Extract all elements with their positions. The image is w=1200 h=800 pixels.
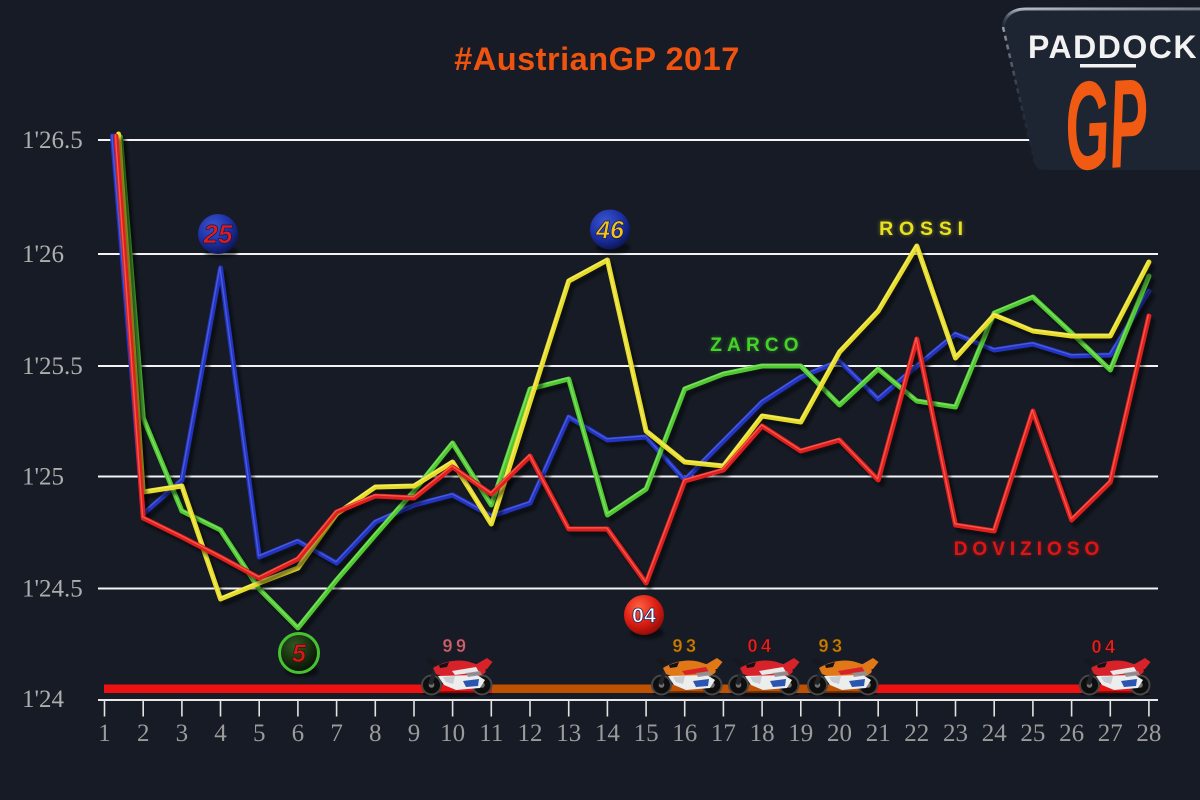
svg-text:2: 2 <box>137 720 150 747</box>
svg-text:21: 21 <box>866 720 891 747</box>
svg-text:7: 7 <box>330 720 343 747</box>
svg-text:26: 26 <box>1059 720 1084 747</box>
svg-text:17: 17 <box>711 720 736 747</box>
svg-text:PADDOCK: PADDOCK <box>1028 29 1198 65</box>
svg-text:24: 24 <box>982 720 1008 747</box>
svg-text:5: 5 <box>253 720 266 747</box>
svg-text:22: 22 <box>904 720 929 747</box>
svg-text:ROSSI: ROSSI <box>879 218 969 240</box>
svg-text:DOVIZIOSO: DOVIZIOSO <box>954 539 1105 560</box>
svg-text:1'25.5: 1'25.5 <box>22 353 83 380</box>
svg-text:11: 11 <box>479 720 503 747</box>
svg-text:ZARCO: ZARCO <box>710 335 804 356</box>
svg-text:1'26.5: 1'26.5 <box>22 127 83 154</box>
svg-text:18: 18 <box>750 720 775 747</box>
svg-text:ZARCO: ZARCO <box>710 335 804 356</box>
svg-text:4: 4 <box>214 720 227 747</box>
svg-text:20: 20 <box>827 720 852 747</box>
svg-text:28: 28 <box>1136 720 1161 747</box>
svg-text:46: 46 <box>595 217 625 245</box>
svg-text:10: 10 <box>440 720 465 747</box>
svg-text:04: 04 <box>632 604 656 628</box>
svg-text:ROSSI: ROSSI <box>879 218 969 240</box>
svg-text:8: 8 <box>369 720 382 747</box>
svg-text:19: 19 <box>788 720 813 747</box>
svg-text:#AustrianGP 2017: #AustrianGP 2017 <box>454 41 740 77</box>
svg-text:GP: GP <box>1061 52 1151 197</box>
svg-text:25: 25 <box>1020 720 1045 747</box>
svg-text:99: 99 <box>442 636 469 656</box>
svg-text:16: 16 <box>672 720 697 747</box>
svg-text:5: 5 <box>292 640 307 668</box>
svg-text:93: 93 <box>818 636 845 656</box>
svg-text:1'26: 1'26 <box>22 241 64 268</box>
svg-text:12: 12 <box>518 720 543 747</box>
svg-text:23: 23 <box>943 720 968 747</box>
svg-text:3: 3 <box>176 720 189 747</box>
svg-text:04: 04 <box>1091 637 1118 657</box>
svg-text:27: 27 <box>1098 720 1123 747</box>
svg-text:1'24.5: 1'24.5 <box>22 576 83 603</box>
svg-text:04: 04 <box>747 636 774 656</box>
svg-text:DOVIZIOSO: DOVIZIOSO <box>954 539 1105 560</box>
svg-text:15: 15 <box>634 720 659 747</box>
svg-text:1'25: 1'25 <box>22 464 64 491</box>
svg-text:1: 1 <box>98 720 111 747</box>
svg-text:14: 14 <box>595 720 621 747</box>
svg-text:25: 25 <box>203 219 233 249</box>
svg-text:1'24: 1'24 <box>22 686 65 713</box>
svg-text:13: 13 <box>556 720 581 747</box>
svg-text:9: 9 <box>408 720 421 747</box>
svg-text:93: 93 <box>672 636 699 656</box>
svg-text:6: 6 <box>292 720 305 747</box>
